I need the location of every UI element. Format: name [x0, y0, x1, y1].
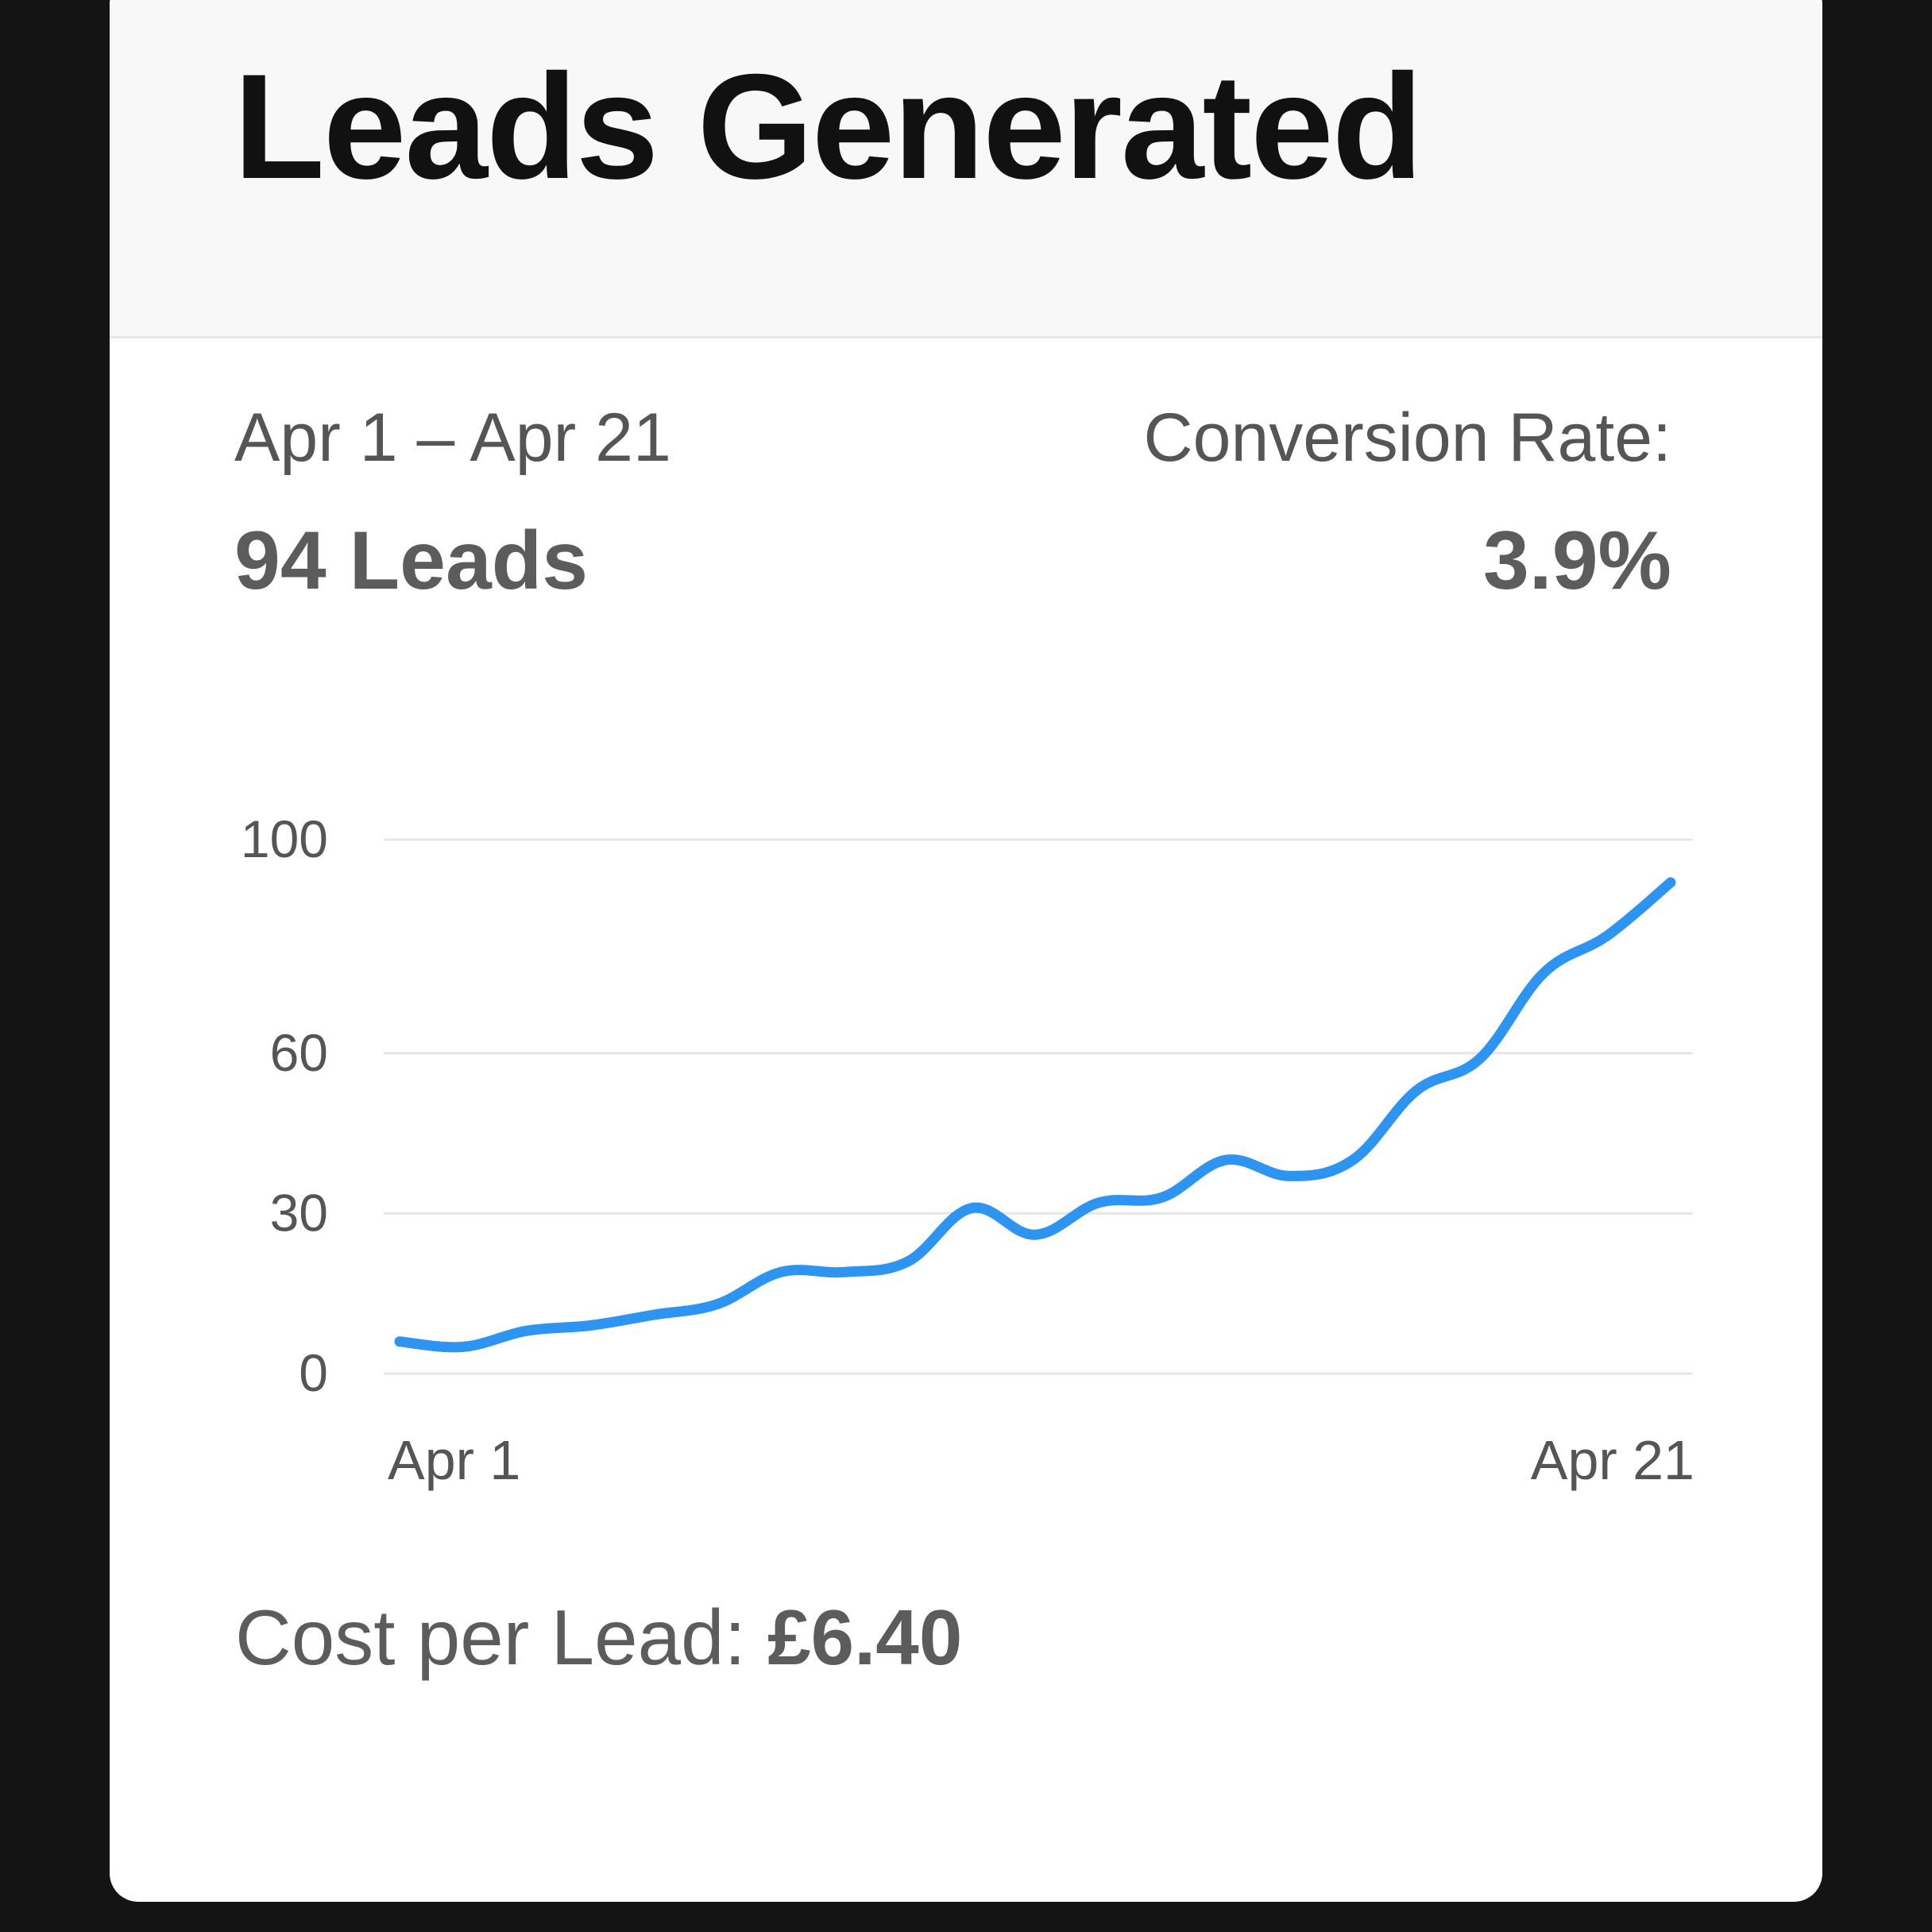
data-point	[1543, 972, 1544, 974]
y-tick-label: 60	[270, 1023, 328, 1082]
y-tick-label: 100	[241, 810, 328, 868]
y-tick-label: 0	[299, 1343, 328, 1402]
conversion-rate-label: Conversion Rate:	[1143, 400, 1671, 476]
data-point	[780, 1271, 782, 1273]
data-point	[717, 1304, 718, 1305]
x-tick-label: Apr 21	[1531, 1429, 1694, 1491]
y-tick-label: 30	[270, 1183, 328, 1242]
data-point	[1098, 1202, 1099, 1204]
chart-series	[394, 877, 1676, 1353]
x-axis-ticks: Apr 1 Apr 21	[388, 1429, 1694, 1491]
data-point	[399, 1341, 400, 1343]
data-point	[589, 1325, 591, 1327]
data-point	[1479, 1058, 1481, 1060]
leads-line-chart: 0 30 60 100 Apr 1 Apr 21	[241, 810, 1694, 1491]
x-tick-label: Apr 1	[388, 1429, 520, 1491]
data-point	[526, 1330, 527, 1331]
conversion-rate-value: 3.9%	[1482, 515, 1671, 607]
data-point	[1161, 1196, 1163, 1198]
data-point	[1606, 935, 1608, 937]
data-point	[1289, 1175, 1290, 1177]
data-point	[1670, 882, 1671, 883]
chart-gridlines	[384, 838, 1693, 1375]
data-point	[1416, 1090, 1417, 1092]
y-axis-ticks: 0 30 60 100	[241, 810, 328, 1402]
date-range: Apr 1 – Apr 21	[234, 400, 671, 476]
card-header: Leads Generated	[110, 0, 1822, 338]
data-point	[907, 1261, 909, 1262]
series-line	[394, 877, 1676, 1353]
leads-total: 94 Leads	[234, 515, 589, 607]
data-point	[1352, 1159, 1354, 1161]
leads-card: Leads Generated Apr 1 – Apr 21 94 Leads …	[110, 0, 1822, 1902]
data-point	[462, 1346, 464, 1347]
data-point	[653, 1314, 655, 1316]
cost-per-lead: Cost per Lead: £6.40	[235, 1598, 962, 1676]
data-point	[1034, 1234, 1036, 1235]
cost-per-lead-value: £6.40	[767, 1594, 963, 1681]
data-point	[971, 1208, 972, 1209]
cost-per-lead-label: Cost per Lead:	[235, 1594, 746, 1681]
data-point	[844, 1271, 845, 1273]
card-title: Leads Generated	[234, 43, 1423, 210]
data-point	[1225, 1159, 1227, 1161]
